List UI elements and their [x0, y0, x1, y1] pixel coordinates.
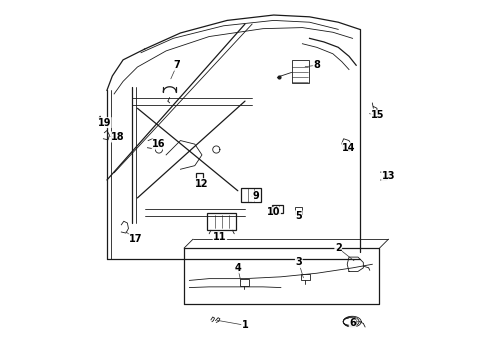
Text: 6: 6 — [349, 319, 356, 328]
Bar — [207, 213, 236, 230]
Text: 3: 3 — [295, 257, 302, 267]
Text: 12: 12 — [195, 179, 209, 189]
Bar — [292, 60, 309, 83]
Text: 10: 10 — [267, 207, 280, 217]
Text: 17: 17 — [129, 234, 143, 244]
Text: 13: 13 — [382, 171, 395, 181]
Text: 19: 19 — [98, 118, 111, 128]
Text: 16: 16 — [152, 139, 166, 149]
Text: 11: 11 — [213, 232, 227, 242]
Text: 18: 18 — [111, 132, 124, 142]
Text: 1: 1 — [242, 320, 248, 330]
Bar — [196, 173, 203, 184]
Text: 15: 15 — [371, 111, 385, 121]
Text: 2: 2 — [335, 243, 342, 253]
Bar — [295, 207, 302, 214]
Text: 8: 8 — [313, 60, 320, 70]
Bar — [300, 274, 310, 280]
Text: 5: 5 — [295, 211, 302, 221]
Text: 9: 9 — [252, 191, 259, 201]
Bar — [242, 188, 261, 202]
Bar — [272, 205, 283, 213]
Bar — [240, 279, 248, 286]
Text: 4: 4 — [234, 263, 241, 273]
Text: 7: 7 — [173, 60, 180, 70]
Text: 14: 14 — [342, 143, 356, 153]
